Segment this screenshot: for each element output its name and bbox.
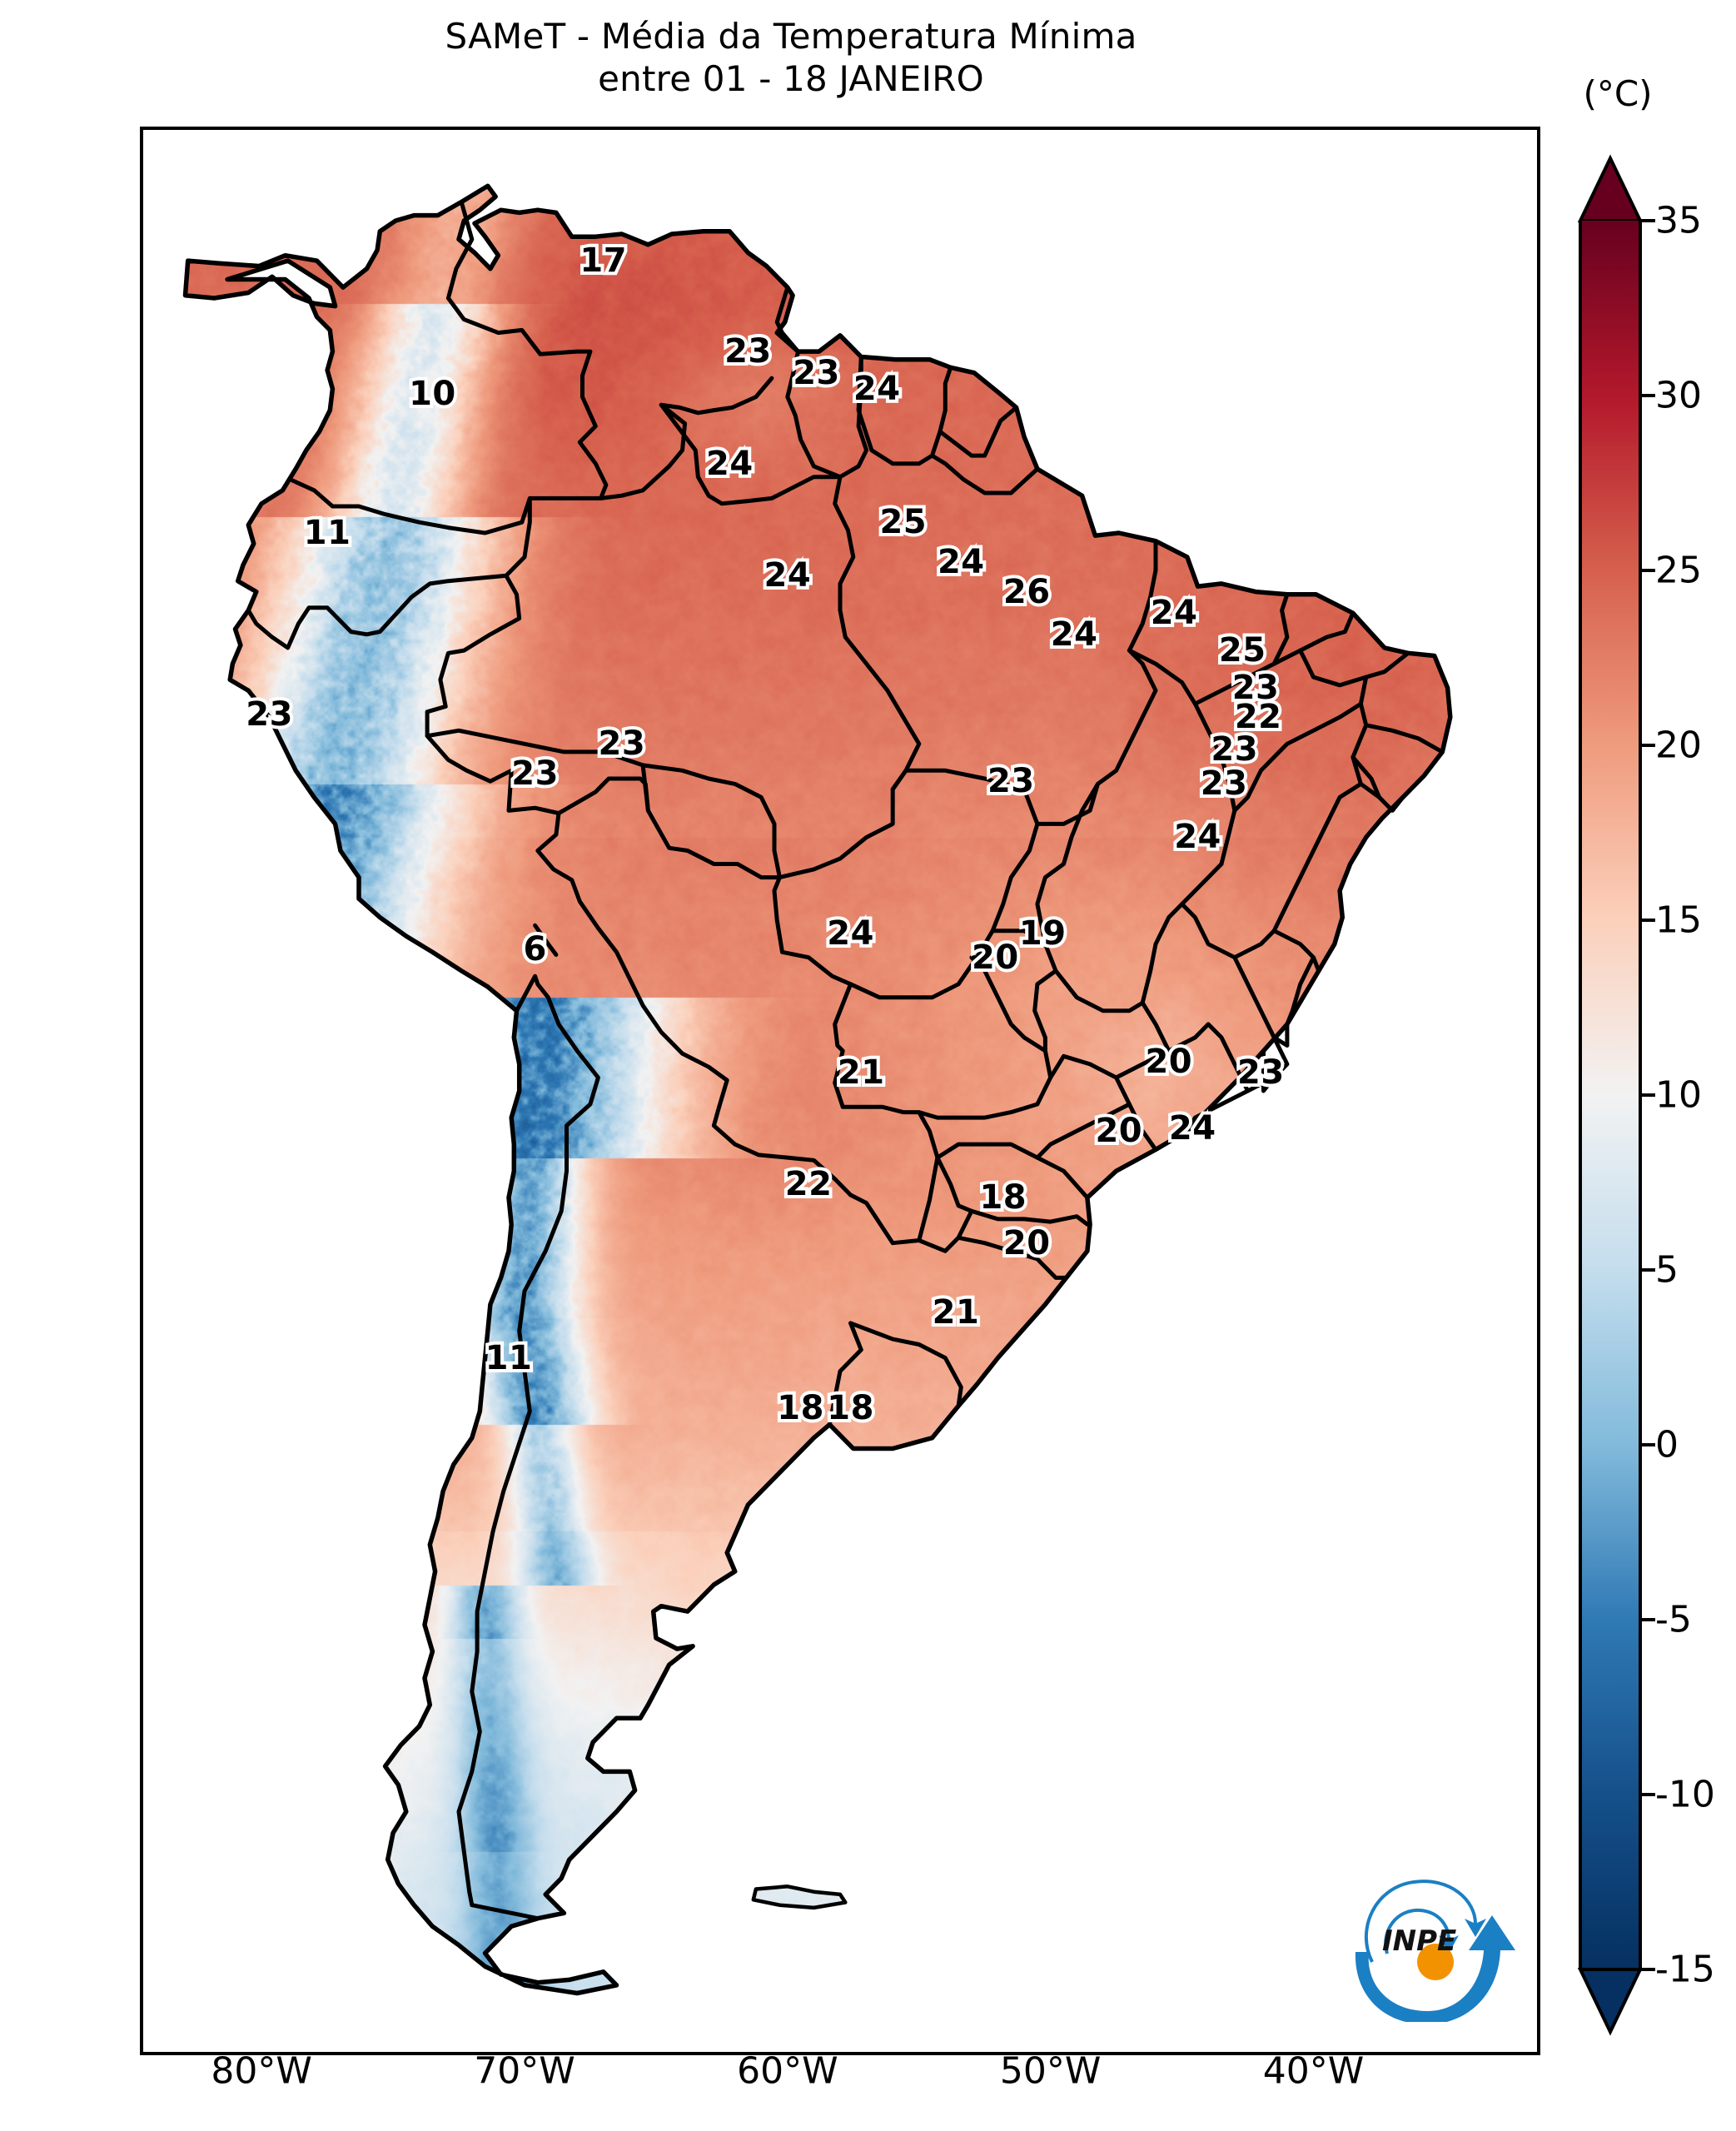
map-value-label: 23 — [595, 721, 649, 766]
longitude-tick-3: 50°W — [999, 2049, 1102, 2093]
colorbar-tick-9: -10 — [1655, 1773, 1715, 1816]
longitude-tick-2: 60°W — [737, 2049, 838, 2093]
map-value-label: 23 — [1234, 1050, 1287, 1095]
map-value-label: 21 — [834, 1050, 888, 1095]
map-value-label: 20 — [1092, 1108, 1145, 1153]
map-value-label: 11 — [482, 1336, 535, 1381]
map-value-label: 23 — [508, 751, 561, 796]
map-value-label: 24 — [703, 441, 756, 486]
map-value-label: 20 — [968, 935, 1022, 980]
map-value-label: 11 — [301, 510, 354, 555]
map-value-label: 22 — [1231, 695, 1285, 739]
map-value-label: 23 — [1207, 727, 1261, 772]
temperature-heatmap — [143, 130, 1537, 2052]
map-value-label: 17 — [576, 238, 629, 283]
map-value-label: 18 — [976, 1175, 1029, 1220]
map-value-label: 23 — [721, 329, 774, 374]
map-value-label: 25 — [876, 500, 929, 545]
map-value-label: 23 — [789, 351, 843, 396]
colorbar-gradient — [1577, 154, 1655, 2036]
map-value-label: 26 — [1000, 570, 1053, 615]
colorbar-tick-3: 20 — [1655, 724, 1702, 767]
map-value-label: 24 — [1147, 590, 1201, 635]
colorbar-tick-8: -5 — [1655, 1598, 1692, 1641]
map-value-label: 19 — [1016, 911, 1069, 956]
map-value-label: 20 — [1142, 1039, 1195, 1084]
title-line-1: SAMeT - Média da Temperatura Mínima — [445, 16, 1137, 57]
map-value-label: 24 — [1047, 612, 1101, 657]
country-borders-overlay — [182, 183, 1453, 1996]
longitude-tick-4: 40°W — [1262, 2049, 1365, 2093]
map-value-label: 24 — [823, 911, 877, 956]
colorbar-tick-10: -15 — [1655, 1948, 1715, 1991]
map-value-label: 23 — [242, 692, 296, 737]
colorbar-tick-7: 0 — [1655, 1423, 1679, 1466]
map-value-label: 24 — [1171, 814, 1224, 859]
map-value-label: 23 — [1229, 665, 1282, 710]
title-line-2: entre 01 - 18 JANEIRO — [598, 58, 984, 100]
map-plot-area[interactable]: 17 10 11 23 23 24 24 25 24 26 24 24 25 23 22 24 23 23 24 23… — [140, 127, 1540, 2055]
colorbar-tick-4: 15 — [1655, 899, 1702, 942]
map-value-label: 18 — [773, 1386, 827, 1431]
map-value-label: 24 — [761, 553, 814, 598]
map-value-label: 24 — [850, 366, 903, 411]
colorbar-unit-label: (°C) — [1583, 73, 1653, 114]
map-value-label: 23 — [984, 759, 1037, 804]
colorbar-tick-0: 35 — [1655, 199, 1702, 242]
colorbar-tick-5: 10 — [1655, 1073, 1702, 1117]
longitude-tick-0: 80°W — [211, 2049, 312, 2093]
longitude-tick-1: 70°W — [474, 2049, 575, 2093]
map-value-label: 10 — [405, 371, 459, 416]
map-value-label: 25 — [1216, 628, 1269, 673]
colorbar: (°C) 35 30 25 20 15 10 5 0 -5 -10 -15 — [1572, 73, 1735, 2065]
map-value-label: 23 — [1197, 761, 1251, 806]
chart-title: SAMeT - Média da Temperatura Mínima entr… — [0, 15, 1582, 100]
map-value-label: 20 — [1000, 1221, 1053, 1266]
map-value-label: 24 — [934, 540, 987, 585]
logo-text: INPE — [1382, 1924, 1456, 1958]
logo-dot — [1417, 1944, 1454, 1980]
map-value-label: 21 — [929, 1290, 982, 1335]
inpe-logo: INPE — [1355, 1880, 1515, 2022]
colorbar-tick-2: 25 — [1655, 549, 1702, 592]
colorbar-tick-1: 30 — [1655, 374, 1702, 417]
colorbar-tick-6: 5 — [1655, 1248, 1679, 1292]
map-value-label: 22 — [782, 1162, 835, 1207]
map-value-label: 24 — [1166, 1106, 1219, 1151]
map-value-label: 18 — [823, 1386, 877, 1431]
map-value-label: 6 — [520, 927, 550, 972]
